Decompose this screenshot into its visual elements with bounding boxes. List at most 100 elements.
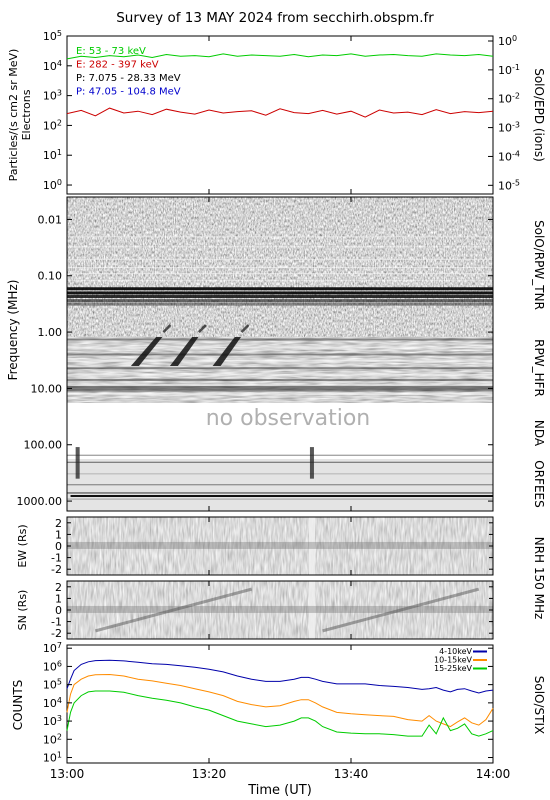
- epd-y2-axis: 100 10-1 10-2 10-3 10-4 10-5: [488, 34, 520, 193]
- tnr-dark-band: [67, 291, 493, 295]
- stix-series-line-1: [66, 673, 494, 728]
- spectrogram-y-axis: 0.01 0.10 1.00 10.00 100.00 1000.00: [17, 213, 493, 508]
- epd-y2-tick-label: 10-1: [498, 62, 520, 77]
- nrh-ew-gap: [308, 517, 315, 575]
- stix-ylabel: COUNTS: [11, 680, 25, 731]
- hfr-streak: [67, 389, 493, 392]
- spectrogram-ylabel: Frequency (MHz): [6, 280, 20, 381]
- nrh-sn-drift: [322, 587, 480, 633]
- tnr-right-label: SolO/RPW_TNR: [532, 220, 546, 310]
- nrh-ew-y-tick-label: -2: [51, 563, 62, 576]
- orfees-band: [67, 473, 493, 475]
- epd-series-line-0: [66, 53, 494, 60]
- epd-y2-tick-label: 100: [498, 34, 517, 49]
- x-tick-label: 14:00: [476, 767, 511, 781]
- nda-right-label: NDA: [532, 420, 546, 447]
- nrh-sn-y-tick-label: 1: [55, 592, 62, 605]
- x-tick-label: 13:00: [50, 767, 85, 781]
- hfr-streak: [67, 353, 493, 356]
- tnr-light-line: [67, 258, 493, 260]
- spectrogram-y-tick-label: 1000.00: [17, 495, 63, 508]
- orfees-band: [67, 498, 493, 500]
- type-iii-burst-2: [169, 337, 199, 366]
- orfees-event: [309, 447, 314, 479]
- nrh-sn-y-axis: 210-1-2: [51, 581, 493, 640]
- epd-series-line-1: [66, 107, 494, 118]
- nrh-ew-y-tick-label: 1: [55, 528, 62, 541]
- spectrogram-y-tick-label: 1.00: [38, 326, 63, 339]
- stix-series-line-2: [66, 690, 494, 737]
- spectrogram-y-tick-label: 100.00: [24, 439, 63, 452]
- spectrogram-y-tick-label: 10.00: [31, 382, 63, 395]
- tnr-light-line: [67, 280, 493, 282]
- epd-legend: E: 53 - 73 keV E: 282 - 397 keV P: 7.075 -…: [76, 46, 181, 98]
- spectrogram-y-tick-label: 0.10: [38, 270, 63, 283]
- nrh-sn-drift: [95, 587, 252, 633]
- stix-legend-entry: 15-25keV: [434, 664, 473, 673]
- epd-y2-tick-label: 10-5: [498, 178, 520, 193]
- orfees-band: [67, 454, 493, 456]
- nrh-sn-y-tick-label: -2: [51, 627, 62, 640]
- epd-ylabel-species: Electrons: [20, 89, 33, 140]
- epd-y2-tick-label: 10-3: [498, 120, 520, 135]
- epd-legend-entry: P: 47.05 - 104.8 MeV: [76, 87, 181, 98]
- stix-y-tick-label: 106: [43, 659, 62, 674]
- hfr-dark-strip: [67, 385, 493, 390]
- epd-y-tick-label: 104: [43, 58, 62, 73]
- type-iii-burst-3: [212, 337, 242, 366]
- epd-y-tick-label: 100: [43, 178, 62, 193]
- nrh-ew-y-axis: 210-1-2: [51, 517, 493, 576]
- hfr-streak: [67, 359, 493, 362]
- nrh-sn-map: [67, 581, 493, 639]
- orfees-band: [67, 461, 493, 463]
- epd-y-tick-label: 102: [43, 118, 62, 133]
- epd-y-tick-label: 105: [43, 29, 62, 44]
- tnr-light-line: [67, 273, 493, 275]
- stix-legend-entry: 4-10keV: [439, 647, 472, 656]
- orfees-band: [67, 484, 493, 486]
- hfr-streak: [67, 392, 493, 395]
- tnr-spectrogram: [67, 197, 493, 337]
- tnr-band-lines: [67, 236, 493, 306]
- type-iii-burst-top: [198, 324, 207, 333]
- nrh-sn-center-band: [67, 605, 493, 613]
- epd-y2-tick-label: 10-4: [498, 149, 520, 164]
- epd-legend-entry: E: 282 - 397 keV: [76, 60, 159, 71]
- spectrogram-frame: [66, 196, 494, 512]
- hfr-streak: [67, 378, 493, 381]
- x-axis-label: Time (UT): [247, 783, 312, 798]
- nrh-ew-y-tick-label: -1: [51, 552, 62, 565]
- tnr-light-line: [67, 267, 493, 269]
- stix-legend-entry: 10-15keV: [434, 656, 473, 665]
- tnr-dark-band: [67, 295, 493, 299]
- nrh-sn-y-tick-label: 0: [55, 604, 62, 617]
- stix-series-line-0: [66, 659, 494, 694]
- hfr-streak: [67, 384, 493, 387]
- tnr-light-line: [67, 236, 493, 238]
- stix-y-tick-label: 101: [43, 750, 62, 765]
- nrh-sn-gap: [308, 581, 315, 639]
- stix-y-tick-label: 105: [43, 677, 62, 692]
- nrh-sn-ylabel: SN (Rs): [16, 590, 29, 631]
- orfees-event: [75, 447, 80, 479]
- epd-y2-tick-label: 10-2: [498, 91, 520, 106]
- tnr-dark-band: [67, 299, 493, 303]
- type-iii-burst-top: [162, 324, 172, 333]
- hfr-streaks: [67, 338, 493, 395]
- spectrogram-panel: no observation 0.01 0.10 1.00 10.00 100.00 10…: [6, 196, 546, 512]
- nrh-ew-features: [67, 517, 493, 575]
- x-tick-label: 13:20: [192, 767, 227, 781]
- stix-series-group: [66, 659, 494, 737]
- epd-right-label: SolO/EPD (ions): [532, 68, 546, 162]
- hfr-streak: [67, 373, 493, 376]
- epd-y-axis: 105 104 103 102 101 100: [43, 29, 72, 193]
- epd-series-group: [66, 53, 494, 118]
- orfees-band: [67, 492, 493, 494]
- stix-right-label: SolO/STIX: [532, 676, 546, 735]
- orfees-features: [67, 447, 494, 500]
- hfr-streak: [67, 338, 493, 341]
- nrh-sn-y-tick-label: 2: [55, 581, 62, 594]
- type-iii-burst-1: [130, 337, 163, 366]
